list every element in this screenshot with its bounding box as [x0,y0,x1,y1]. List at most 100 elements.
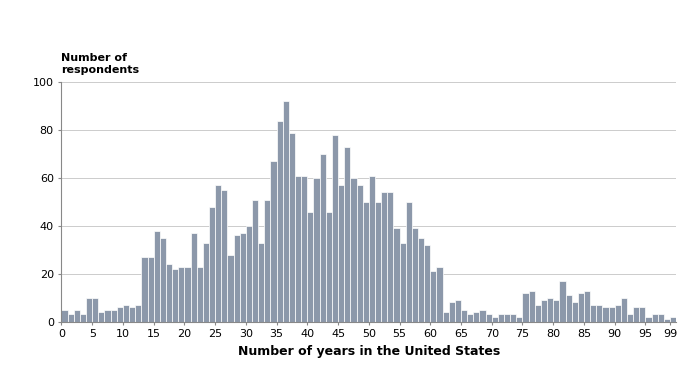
Bar [289,132,295,322]
Bar [301,176,307,322]
Bar [529,291,535,322]
Bar [283,101,289,322]
Bar [332,135,338,322]
Bar [215,185,221,322]
Bar [357,185,363,322]
Bar [596,305,602,322]
Bar [252,200,258,322]
Bar [203,243,209,322]
Bar [129,307,135,322]
Bar [381,192,387,322]
Bar [486,315,492,322]
Bar [633,307,639,322]
Bar [264,200,270,322]
Bar [449,303,455,322]
Bar [184,267,191,322]
Bar [418,238,424,322]
Bar [639,307,645,322]
Bar [412,228,418,322]
Bar [68,315,74,322]
Bar [98,312,104,322]
Bar [111,310,117,322]
Bar [313,178,320,322]
Bar [645,317,652,322]
Bar [154,231,160,322]
Bar [510,315,516,322]
Bar [615,305,621,322]
Bar [627,315,633,322]
Bar [148,257,154,322]
Bar [461,310,467,322]
Bar [590,305,596,322]
Bar [547,298,553,322]
Bar [221,190,227,322]
Text: Number of
respondents: Number of respondents [61,53,139,75]
Bar [516,317,522,322]
Bar [141,257,148,322]
Bar [270,161,277,322]
Bar [369,176,375,322]
Bar [535,305,541,322]
Bar [393,228,400,322]
Bar [166,264,172,322]
Bar [406,202,412,322]
Bar [160,238,166,322]
Bar [191,233,197,322]
Bar [307,212,313,322]
Bar [338,185,344,322]
Bar [326,212,332,322]
Bar [443,312,449,322]
Bar [135,305,141,322]
Bar [473,312,479,322]
Bar [621,298,627,322]
Bar [363,202,369,322]
Bar [240,233,246,322]
Bar [541,300,547,322]
Bar [320,154,326,322]
Bar [602,307,609,322]
Bar [61,310,68,322]
Bar [584,291,590,322]
Bar [86,298,92,322]
Bar [80,315,86,322]
Bar [467,315,473,322]
Bar [424,245,430,322]
Bar [559,281,566,322]
Bar [553,300,559,322]
Bar [246,226,252,322]
Bar [492,317,498,322]
Bar [387,192,393,322]
Bar [498,315,504,322]
Bar [123,305,129,322]
Bar [350,178,357,322]
Bar [172,269,178,322]
Bar [670,317,676,322]
Bar [578,293,584,322]
X-axis label: Number of years in the United States: Number of years in the United States [238,345,500,358]
Bar [74,310,80,322]
Bar [609,307,615,322]
Bar [504,315,510,322]
Bar [522,293,529,322]
Bar [258,243,264,322]
Bar [92,298,98,322]
Bar [117,307,123,322]
Bar [658,315,664,322]
Bar [295,176,301,322]
Bar [479,310,486,322]
Bar [178,267,184,322]
Bar [566,295,572,322]
Bar [436,267,443,322]
Bar [455,300,461,322]
Bar [227,255,234,322]
Bar [234,236,240,322]
Bar [652,315,658,322]
Bar [664,319,670,322]
Bar [277,120,283,322]
Bar [197,267,203,322]
Bar [375,202,381,322]
Bar [572,303,578,322]
Bar [344,147,350,322]
Bar [104,310,111,322]
Bar [400,243,406,322]
